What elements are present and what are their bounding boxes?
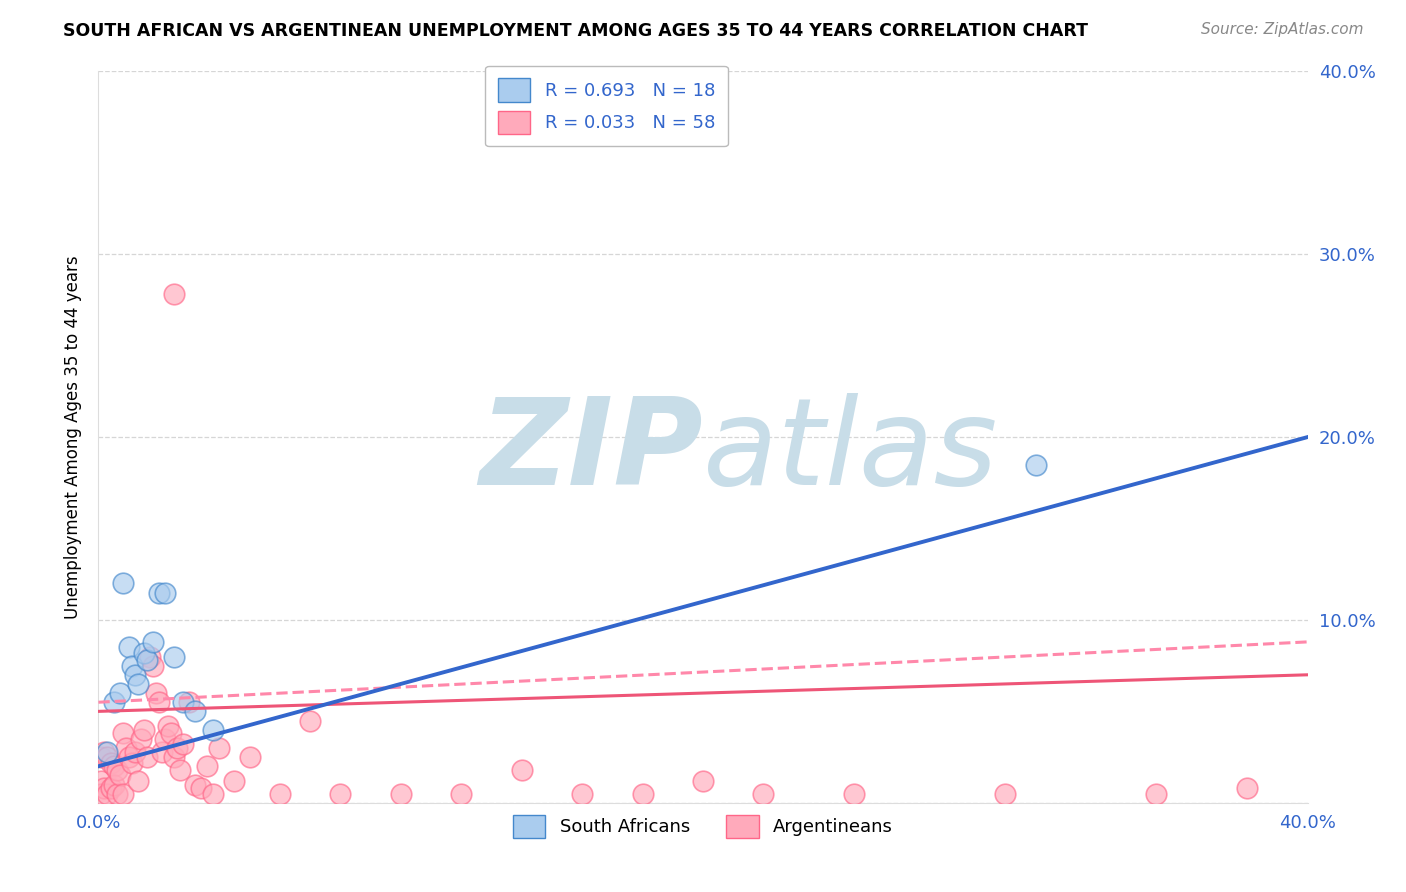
Point bbox=[111, 576, 134, 591]
Point bbox=[208, 740, 231, 755]
Point bbox=[450, 787, 472, 801]
Point bbox=[103, 695, 125, 709]
Point bbox=[111, 787, 134, 801]
Point bbox=[299, 714, 322, 728]
Point bbox=[389, 787, 412, 801]
Point bbox=[184, 778, 207, 792]
Point bbox=[160, 726, 183, 740]
Point bbox=[142, 635, 165, 649]
Point bbox=[108, 768, 131, 782]
Point bbox=[169, 763, 191, 777]
Point bbox=[139, 649, 162, 664]
Point bbox=[692, 773, 714, 788]
Point bbox=[184, 705, 207, 719]
Point bbox=[269, 787, 291, 801]
Point bbox=[118, 640, 141, 655]
Point bbox=[510, 763, 533, 777]
Point bbox=[163, 649, 186, 664]
Y-axis label: Unemployment Among Ages 35 to 44 years: Unemployment Among Ages 35 to 44 years bbox=[63, 255, 82, 619]
Point bbox=[111, 726, 134, 740]
Point bbox=[172, 737, 194, 751]
Point bbox=[844, 787, 866, 801]
Point bbox=[195, 759, 218, 773]
Point bbox=[100, 756, 122, 770]
Point bbox=[96, 745, 118, 759]
Point bbox=[1144, 787, 1167, 801]
Point bbox=[90, 787, 112, 801]
Point bbox=[148, 585, 170, 599]
Point bbox=[105, 787, 128, 801]
Text: SOUTH AFRICAN VS ARGENTINEAN UNEMPLOYMENT AMONG AGES 35 TO 44 YEARS CORRELATION : SOUTH AFRICAN VS ARGENTINEAN UNEMPLOYMEN… bbox=[63, 22, 1088, 40]
Point bbox=[90, 750, 112, 764]
Point bbox=[103, 778, 125, 792]
Point bbox=[571, 787, 593, 801]
Point bbox=[100, 781, 122, 796]
Point bbox=[156, 719, 179, 733]
Point bbox=[135, 750, 157, 764]
Point bbox=[329, 787, 352, 801]
Point bbox=[202, 723, 225, 737]
Point bbox=[150, 745, 173, 759]
Point bbox=[127, 773, 149, 788]
Point bbox=[96, 787, 118, 801]
Point bbox=[1024, 458, 1046, 472]
Point bbox=[118, 750, 141, 764]
Point bbox=[145, 686, 167, 700]
Point bbox=[153, 731, 176, 746]
Point bbox=[142, 658, 165, 673]
Point bbox=[90, 773, 112, 788]
Point bbox=[93, 781, 115, 796]
Point bbox=[135, 653, 157, 667]
Point bbox=[1236, 781, 1258, 796]
Point bbox=[93, 745, 115, 759]
Point bbox=[132, 723, 155, 737]
Point bbox=[129, 731, 152, 746]
Point bbox=[172, 695, 194, 709]
Point bbox=[163, 287, 186, 301]
Point bbox=[239, 750, 262, 764]
Point bbox=[121, 658, 143, 673]
Point bbox=[994, 787, 1017, 801]
Point bbox=[124, 667, 146, 681]
Point bbox=[124, 745, 146, 759]
Point bbox=[202, 787, 225, 801]
Point bbox=[108, 686, 131, 700]
Point bbox=[153, 585, 176, 599]
Point bbox=[190, 781, 212, 796]
Point bbox=[179, 695, 201, 709]
Text: ZIP: ZIP bbox=[479, 393, 703, 510]
Point bbox=[127, 677, 149, 691]
Point bbox=[631, 787, 654, 801]
Text: atlas: atlas bbox=[703, 393, 998, 510]
Text: Source: ZipAtlas.com: Source: ZipAtlas.com bbox=[1201, 22, 1364, 37]
Legend: South Africans, Argentineans: South Africans, Argentineans bbox=[506, 807, 900, 845]
Point bbox=[132, 646, 155, 660]
Point bbox=[96, 750, 118, 764]
Point bbox=[166, 740, 188, 755]
Point bbox=[121, 756, 143, 770]
Point bbox=[224, 773, 246, 788]
Point bbox=[105, 763, 128, 777]
Point bbox=[148, 695, 170, 709]
Point bbox=[103, 759, 125, 773]
Point bbox=[114, 740, 136, 755]
Point bbox=[752, 787, 775, 801]
Point bbox=[163, 750, 186, 764]
